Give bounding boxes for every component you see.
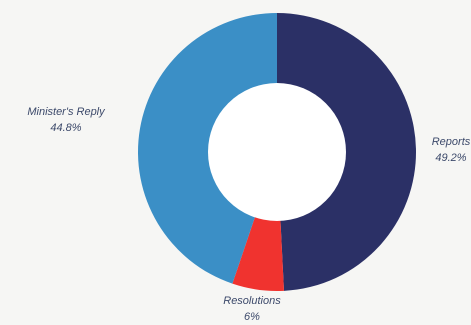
- slice-label-minister-s-reply: Minister's Reply: [27, 106, 106, 118]
- slice-label-reports: Reports: [432, 136, 471, 148]
- slice-percent-resolutions: 6%: [244, 311, 260, 323]
- labels-group: Reports 49.2% Resolutions 6% Minister's Repl…: [27, 106, 470, 323]
- slice-percent-minister-s-reply: 44.8%: [50, 122, 81, 134]
- slice-label-resolutions: Resolutions: [223, 295, 281, 307]
- slice-reports: [277, 12, 417, 291]
- donut-hole: [208, 83, 346, 221]
- slice-minister-s-reply: [137, 13, 277, 284]
- slice-percent-reports: 49.2%: [435, 152, 466, 164]
